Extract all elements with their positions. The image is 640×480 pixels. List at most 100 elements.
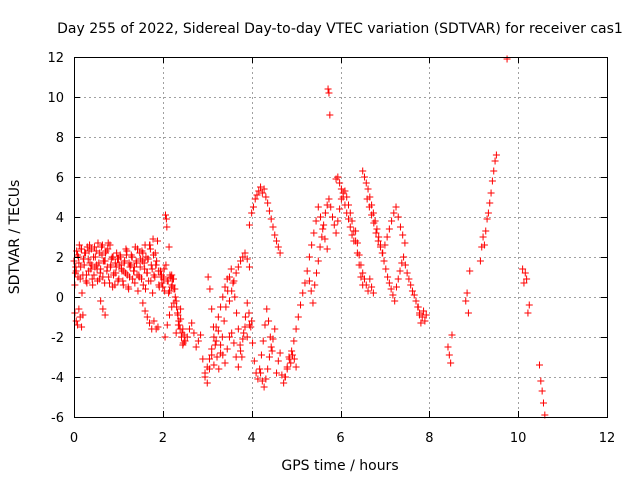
y-tick-label: -6 (51, 411, 64, 426)
data-point (80, 261, 88, 269)
data-point (101, 311, 109, 319)
data-point (245, 309, 253, 317)
data-point (212, 337, 220, 345)
data-point (82, 271, 90, 279)
data-point (222, 303, 230, 311)
data-point (133, 271, 141, 279)
data-point (357, 261, 365, 269)
data-point (134, 245, 142, 253)
data-point (183, 333, 191, 341)
x-tick-label: 6 (336, 431, 344, 446)
data-point (343, 209, 351, 217)
data-point (336, 179, 344, 187)
data-point (359, 269, 367, 277)
x-tick-label: 12 (599, 431, 616, 446)
data-point (82, 249, 90, 257)
data-point (257, 183, 265, 191)
data-point (362, 179, 370, 187)
x-tick-label: 0 (70, 431, 78, 446)
data-point (209, 323, 217, 331)
data-point (368, 283, 376, 291)
data-point (258, 189, 266, 197)
data-point (314, 257, 322, 265)
data-point (421, 317, 429, 325)
data-point (149, 289, 157, 297)
y-tick-label: 6 (56, 171, 64, 186)
data-point (271, 325, 279, 333)
data-point (205, 355, 213, 363)
data-point (398, 259, 406, 267)
data-point (223, 345, 231, 353)
data-point (260, 383, 268, 391)
data-point (525, 301, 533, 309)
data-point (332, 229, 340, 237)
data-point (124, 283, 132, 291)
data-point (399, 231, 407, 239)
data-point (221, 359, 229, 367)
data-point (159, 283, 167, 291)
data-point (130, 267, 138, 275)
data-point (265, 317, 273, 325)
data-point (390, 209, 398, 217)
data-point (168, 303, 176, 311)
data-point (486, 199, 494, 207)
data-point (143, 313, 151, 321)
data-point (364, 185, 372, 193)
data-point (203, 363, 211, 371)
data-point (520, 279, 528, 287)
data-point (405, 275, 413, 283)
data-point (370, 219, 378, 227)
data-point (99, 273, 107, 281)
data-point (299, 289, 307, 297)
y-axis-label: SDTVAR / TECUs (7, 180, 23, 295)
data-point (86, 241, 94, 249)
data-point (89, 281, 97, 289)
data-point (197, 331, 205, 339)
data-point (147, 277, 155, 285)
data-point (251, 195, 259, 203)
data-point (217, 349, 225, 357)
data-point (316, 243, 324, 251)
data-point (310, 229, 318, 237)
data-point (391, 297, 399, 305)
data-point (169, 275, 177, 283)
data-point (177, 315, 185, 323)
data-point (94, 239, 102, 247)
data-point (372, 229, 380, 237)
data-point (218, 333, 226, 341)
data-point (292, 325, 300, 333)
data-point (170, 299, 178, 307)
data-point (161, 333, 169, 341)
data-point (162, 215, 170, 223)
data-point (259, 337, 267, 345)
data-point (144, 255, 152, 263)
data-point (385, 279, 393, 287)
data-point (78, 289, 86, 297)
data-point (492, 151, 500, 159)
data-point (190, 329, 198, 337)
data-point (120, 267, 128, 275)
data-point (366, 275, 374, 283)
data-point (249, 339, 257, 347)
data-point (72, 317, 80, 325)
data-point (114, 255, 122, 263)
data-point (382, 265, 390, 273)
y-tick-label: 10 (47, 91, 64, 106)
data-point (111, 281, 119, 289)
data-point (234, 325, 242, 333)
data-point (83, 279, 91, 287)
data-point (262, 375, 270, 383)
data-point (122, 251, 130, 259)
data-point (232, 269, 240, 277)
y-tick-label: 4 (56, 211, 64, 226)
data-point (155, 281, 163, 289)
data-point (201, 373, 209, 381)
data-point (466, 267, 474, 275)
data-point (417, 319, 425, 327)
data-point (210, 361, 218, 369)
data-point (119, 277, 127, 285)
chart-title: Day 255 of 2022, Sidereal Day-to-day VTE… (57, 21, 623, 37)
data-point (376, 243, 384, 251)
data-point (215, 365, 223, 373)
data-point (254, 375, 262, 383)
